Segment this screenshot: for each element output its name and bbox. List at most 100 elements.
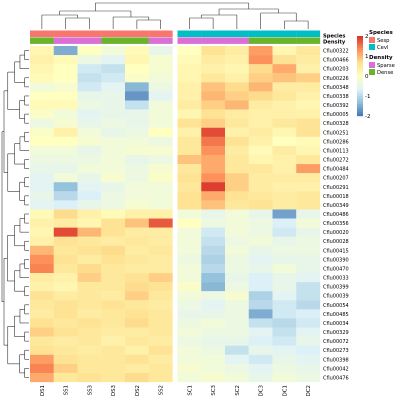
heatmap-cell [272,363,297,374]
heatmap-cell [101,254,126,265]
heatmap-cell [272,245,297,256]
heatmap-cell [177,273,202,283]
heatmap-cell [177,227,202,237]
heatmap-cell [148,55,173,65]
heatmap-cell [101,136,126,147]
heatmap-cell [296,191,321,201]
heatmap-cell [177,118,202,128]
heatmap-cell [125,109,149,119]
heatmap-cell [272,300,297,310]
column-label: SS3 [87,385,93,395]
heatmap-cell [296,127,321,137]
heatmap-cell [148,182,173,192]
heatmap-cell [30,363,54,374]
heatmap-cell [30,73,54,83]
heatmap-cell [30,227,54,237]
color-scale-step [357,62,363,65]
row-label: Cflu00466 [323,58,349,64]
heatmap-cell [225,218,249,228]
heatmap-cell [225,82,249,92]
heatmap-cell [272,164,297,174]
heatmap-cell [77,82,102,92]
heatmap-cell [296,327,321,337]
annotation-cell-density [248,37,273,44]
heatmap-cell [272,354,297,364]
heatmap-cell [101,318,126,328]
heatmap-cell [272,82,297,92]
heatmap-cell [77,273,102,283]
heatmap-cell [248,136,273,147]
heatmap-cell [296,300,321,310]
heatmap-cell [201,363,226,374]
heatmap-cell [225,336,249,346]
heatmap-cell [30,154,54,165]
heatmap-cell [148,100,173,110]
heatmap-cell [77,282,102,292]
row-label: Cflu00390 [323,257,349,263]
heatmap-cell [148,345,173,355]
heatmap-cell [201,236,226,246]
heatmap-cell [77,145,102,156]
heatmap-cell [30,109,54,119]
heatmap-cell [53,354,78,364]
heatmap-cell [177,91,202,101]
heatmap-cell [201,118,226,128]
heatmap-cell [125,327,149,337]
annotation-cell-species [272,30,297,37]
heatmap-cell [101,372,126,383]
heatmap-cell [248,291,273,301]
heatmap-cell [225,273,249,283]
heatmap-cell [125,354,149,364]
heatmap-cell [101,336,126,346]
heatmap-cell [177,282,202,292]
annotation-cell-density [201,37,226,44]
legend-swatch [369,37,375,43]
color-scale-step [357,86,363,89]
heatmap-cell [225,318,249,328]
heatmap-cell [77,291,102,301]
heatmap-cell [148,127,173,137]
color-scale-tick-label: 1 [365,54,369,60]
heatmap-cell [125,118,149,128]
column-label: SC3 [211,385,217,396]
heatmap-cell [177,191,202,201]
heatmap-cell [225,354,249,364]
heatmap-cell [248,209,273,219]
heatmap-cell [148,109,173,119]
heatmap-cell [177,145,202,156]
column-labels: DS1 SS1 SS3 DS3 DS2 SS2 SC1 SC3 SC2 DC3 DC1 DC2 [40,385,312,396]
heatmap-cell [272,100,297,110]
heatmap-cell [225,164,249,174]
heatmap-cell [201,154,226,165]
heatmap-cell [225,173,249,183]
heatmap-cell [77,227,102,237]
color-scale-step [357,52,363,55]
legend-label: Sesp [377,38,390,44]
column-label: SC2 [235,385,241,396]
row-label: Cflu00348 [323,85,349,91]
color-scale-step [357,106,363,109]
heatmap-cell [296,173,321,183]
column-label: SC1 [187,385,193,396]
annotation-labels: Species Density [323,33,346,45]
heatmap-cell [248,218,273,228]
heatmap-cell [201,209,226,219]
heatmap-cell [53,282,78,292]
heatmap-cell [225,200,249,210]
heatmap-cell [201,318,226,328]
heatmap-cell [125,191,149,201]
heatmap-cell [177,236,202,246]
row-label: Cflu00005 [323,112,349,118]
heatmap-cell [248,46,273,56]
heatmap-cell [53,345,78,355]
heatmap-cell [77,254,102,265]
heatmap-cell [296,100,321,110]
heatmap-cell [225,236,249,246]
heatmap-cell [53,82,78,92]
row-label: Cflu00356 [323,221,349,227]
heatmap-cell [148,64,173,74]
row-labels: Cflu00322 Cflu00466 Cflu00203 Cflu00226 Cflu… [323,49,349,382]
heatmap-cell [101,200,126,210]
row-label: Cflu00322 [323,49,349,55]
heatmap-cell [272,182,297,192]
